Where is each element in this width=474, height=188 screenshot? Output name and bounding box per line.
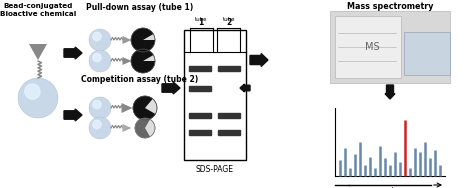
Circle shape xyxy=(133,96,157,120)
Bar xyxy=(189,65,211,70)
Wedge shape xyxy=(133,96,155,120)
Circle shape xyxy=(135,118,155,138)
Circle shape xyxy=(25,84,40,99)
Polygon shape xyxy=(122,124,131,132)
Bar xyxy=(189,86,211,90)
Text: Pull-down assay (tube 1): Pull-down assay (tube 1) xyxy=(86,3,193,12)
Circle shape xyxy=(89,97,111,119)
Text: 2: 2 xyxy=(227,18,232,27)
Text: Competition assay (tube 2): Competition assay (tube 2) xyxy=(82,75,199,84)
Polygon shape xyxy=(162,82,180,94)
Polygon shape xyxy=(250,54,268,67)
Circle shape xyxy=(93,32,101,41)
Circle shape xyxy=(89,117,111,139)
Bar xyxy=(184,30,246,160)
Bar xyxy=(218,65,240,70)
Bar xyxy=(189,130,211,134)
Text: Mass spectrometry: Mass spectrometry xyxy=(347,2,433,11)
Circle shape xyxy=(89,29,111,51)
Text: MS: MS xyxy=(365,42,379,52)
Circle shape xyxy=(93,120,101,129)
Text: Bead-conjugated
Bioactive chemical: Bead-conjugated Bioactive chemical xyxy=(0,3,76,17)
Circle shape xyxy=(89,50,111,72)
Polygon shape xyxy=(122,57,131,65)
Polygon shape xyxy=(122,36,131,44)
Bar xyxy=(404,32,450,75)
Text: tube: tube xyxy=(194,17,207,22)
Text: m/z: m/z xyxy=(383,186,397,188)
Polygon shape xyxy=(64,109,82,121)
Bar xyxy=(218,130,240,134)
Bar xyxy=(335,16,401,78)
Text: tube: tube xyxy=(223,17,236,22)
Bar xyxy=(330,11,450,83)
Wedge shape xyxy=(135,118,150,138)
Polygon shape xyxy=(64,47,82,59)
Wedge shape xyxy=(131,28,155,52)
Circle shape xyxy=(93,100,101,109)
Circle shape xyxy=(18,78,58,118)
Circle shape xyxy=(131,28,155,52)
Text: 1: 1 xyxy=(198,18,203,27)
Polygon shape xyxy=(240,84,250,92)
Polygon shape xyxy=(29,44,47,60)
Wedge shape xyxy=(131,49,155,73)
Text: SDS-PAGE: SDS-PAGE xyxy=(196,165,234,174)
Polygon shape xyxy=(385,85,395,99)
Bar xyxy=(218,112,240,118)
Circle shape xyxy=(131,49,155,73)
Circle shape xyxy=(93,53,101,62)
Bar xyxy=(189,112,211,118)
Polygon shape xyxy=(121,103,133,113)
